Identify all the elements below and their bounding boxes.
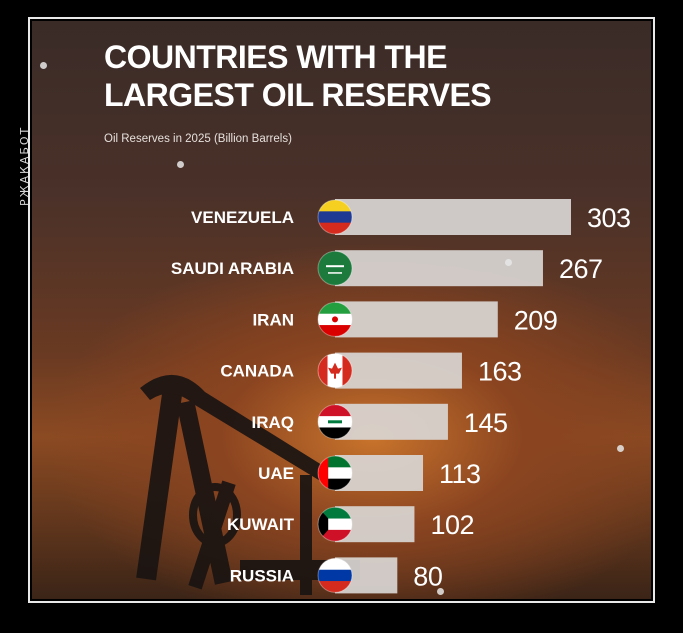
sparkle-dot	[437, 588, 444, 595]
iran-flag-icon	[317, 301, 353, 337]
value-label: 163	[478, 357, 522, 387]
uae-flag-icon	[317, 455, 353, 491]
sparkle-dot	[617, 445, 624, 452]
sparkle-dot	[177, 161, 184, 168]
category-label: KUWAIT	[227, 515, 295, 534]
category-label: IRAQ	[252, 413, 295, 432]
value-label: 113	[439, 459, 481, 489]
category-label: SAUDI ARABIA	[171, 259, 294, 278]
chart-subtitle: Oil Reserves in 2025 (Billion Barrels)	[104, 133, 292, 145]
bar-saudi-arabia	[335, 250, 543, 287]
category-label: CANADA	[220, 362, 294, 381]
value-label: 102	[430, 510, 474, 540]
poster-frame	[28, 17, 655, 603]
value-label: 80	[413, 561, 442, 591]
saudi-arabia-flag-icon	[317, 250, 353, 286]
value-label: 303	[587, 203, 631, 233]
category-label: UAE	[258, 464, 294, 483]
bar-iraq	[335, 403, 448, 440]
canada-flag-icon	[317, 353, 353, 389]
kuwait-flag-icon	[317, 506, 353, 542]
sparkle-dot	[505, 259, 512, 266]
venezuela-flag-icon	[317, 199, 353, 235]
value-label: 267	[559, 254, 603, 284]
bar-iran	[335, 301, 498, 338]
category-label: RUSSIA	[230, 566, 294, 585]
bar-canada	[335, 352, 462, 389]
bar-venezuela	[335, 199, 571, 235]
iraq-flag-icon	[317, 404, 353, 440]
sparkle-dot	[40, 62, 47, 69]
value-label: 209	[514, 305, 558, 335]
russia-flag-icon	[317, 557, 353, 593]
category-label: VENEZUELA	[191, 208, 294, 227]
category-label: IRAN	[252, 310, 294, 329]
chart-title: COUNTRIES WITH THE LARGEST OIL RESERVES	[104, 39, 492, 113]
value-label: 145	[464, 408, 508, 438]
